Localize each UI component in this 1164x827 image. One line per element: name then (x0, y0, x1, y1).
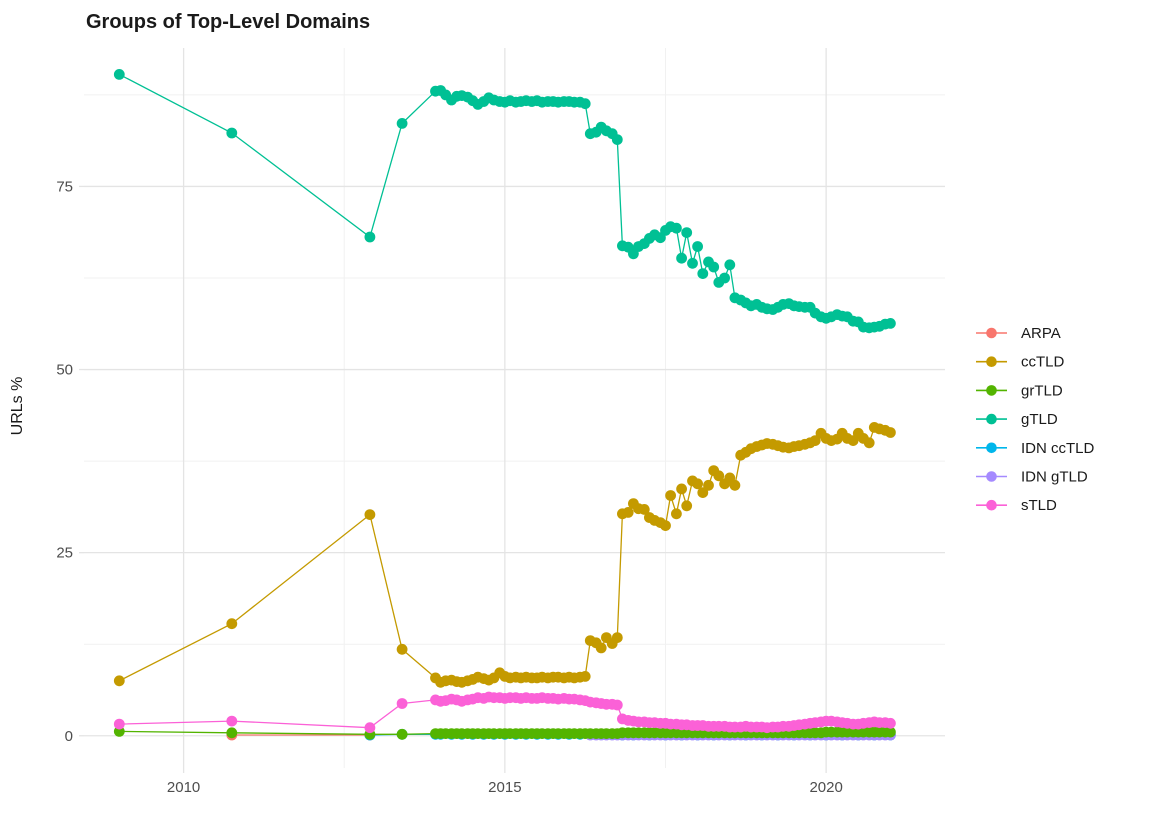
data-point (713, 470, 725, 482)
data-point (226, 618, 238, 630)
data-point (396, 643, 408, 655)
data-point (724, 259, 736, 271)
legend-item-arpa: ARPA (976, 325, 1061, 342)
grid-layer (84, 48, 945, 768)
data-point (885, 318, 896, 329)
legend-item-idn-gtld: IDN gTLD (976, 469, 1088, 486)
data-point (579, 98, 591, 110)
series-gtld (113, 69, 896, 334)
data-point (113, 69, 125, 80)
chart-title: Groups of Top-Level Domains (86, 11, 370, 33)
data-point (885, 726, 896, 738)
x-tick-label: 2015 (488, 779, 521, 796)
series-layer (113, 69, 896, 741)
series-grtld (113, 726, 896, 740)
data-point (692, 478, 703, 490)
legend-key-dot (986, 327, 997, 339)
data-point (863, 437, 875, 449)
legend-label: grTLD (1021, 382, 1063, 399)
data-point (622, 507, 634, 518)
data-point (638, 504, 650, 515)
legend-label: ARPA (1021, 325, 1061, 342)
data-point (681, 500, 693, 512)
legend-label: ccTLD (1021, 354, 1065, 371)
data-point (364, 509, 376, 520)
data-point (396, 118, 408, 129)
data-point (226, 127, 238, 139)
legend-item-stld: sTLD (976, 497, 1057, 514)
axis-tick-labels: 0 25 50 75 2010 2015 2020 (56, 178, 843, 796)
legend-key-dot (986, 442, 997, 454)
data-point (595, 642, 607, 654)
legend-key-dot (986, 471, 997, 482)
data-point (692, 241, 703, 252)
data-point (113, 675, 125, 687)
data-point (809, 435, 821, 446)
data-point (729, 479, 741, 491)
legend-key-dot (986, 356, 997, 368)
data-point (113, 718, 125, 730)
data-point (676, 483, 687, 495)
data-point (687, 257, 698, 269)
data-point (671, 222, 682, 234)
series-arpa (226, 729, 376, 741)
data-point (697, 268, 709, 279)
data-point (676, 252, 687, 264)
y-tick-label: 25 (56, 545, 73, 562)
data-point (611, 134, 623, 146)
data-point (660, 520, 671, 531)
data-point (611, 632, 623, 643)
data-point (697, 487, 709, 498)
data-point (226, 727, 238, 739)
legend-label: gTLD (1021, 411, 1058, 428)
legend-label: sTLD (1021, 497, 1057, 514)
data-point (703, 479, 714, 491)
legend-item-idn-cctld: IDN ccTLD (976, 440, 1095, 457)
legend-key-dot (986, 413, 997, 425)
data-point (396, 698, 408, 709)
legend-item-cctld: ccTLD (976, 354, 1065, 371)
legend-item-gtld: gTLD (976, 411, 1058, 428)
data-point (885, 717, 896, 729)
data-point (226, 715, 238, 727)
data-point (611, 699, 623, 711)
legend-label: IDN gTLD (1021, 469, 1088, 486)
data-point (719, 272, 730, 284)
y-tick-label: 75 (56, 178, 73, 195)
legend-item-grtld: grTLD (976, 382, 1063, 399)
data-point (671, 508, 682, 520)
data-point (885, 427, 896, 438)
legend: ARPA ccTLD grTLD gTLD IDN ccTLD IDN gTLD sTLD (976, 325, 1095, 514)
legend-label: IDN ccTLD (1021, 440, 1095, 457)
data-point (708, 261, 720, 273)
x-tick-label: 2020 (809, 779, 842, 796)
series-stld (113, 691, 896, 734)
y-axis-title: URLs % (9, 377, 26, 436)
data-point (396, 728, 408, 740)
data-point (364, 722, 376, 734)
data-point (364, 231, 376, 243)
data-point (681, 227, 693, 239)
legend-key-dot (986, 385, 997, 396)
y-tick-label: 50 (56, 362, 73, 379)
data-point (665, 490, 676, 501)
x-tick-label: 2010 (167, 779, 200, 796)
legend-key-dot (986, 499, 997, 511)
data-point (579, 671, 591, 682)
series-cctld (113, 422, 896, 688)
y-tick-label: 0 (65, 728, 73, 745)
